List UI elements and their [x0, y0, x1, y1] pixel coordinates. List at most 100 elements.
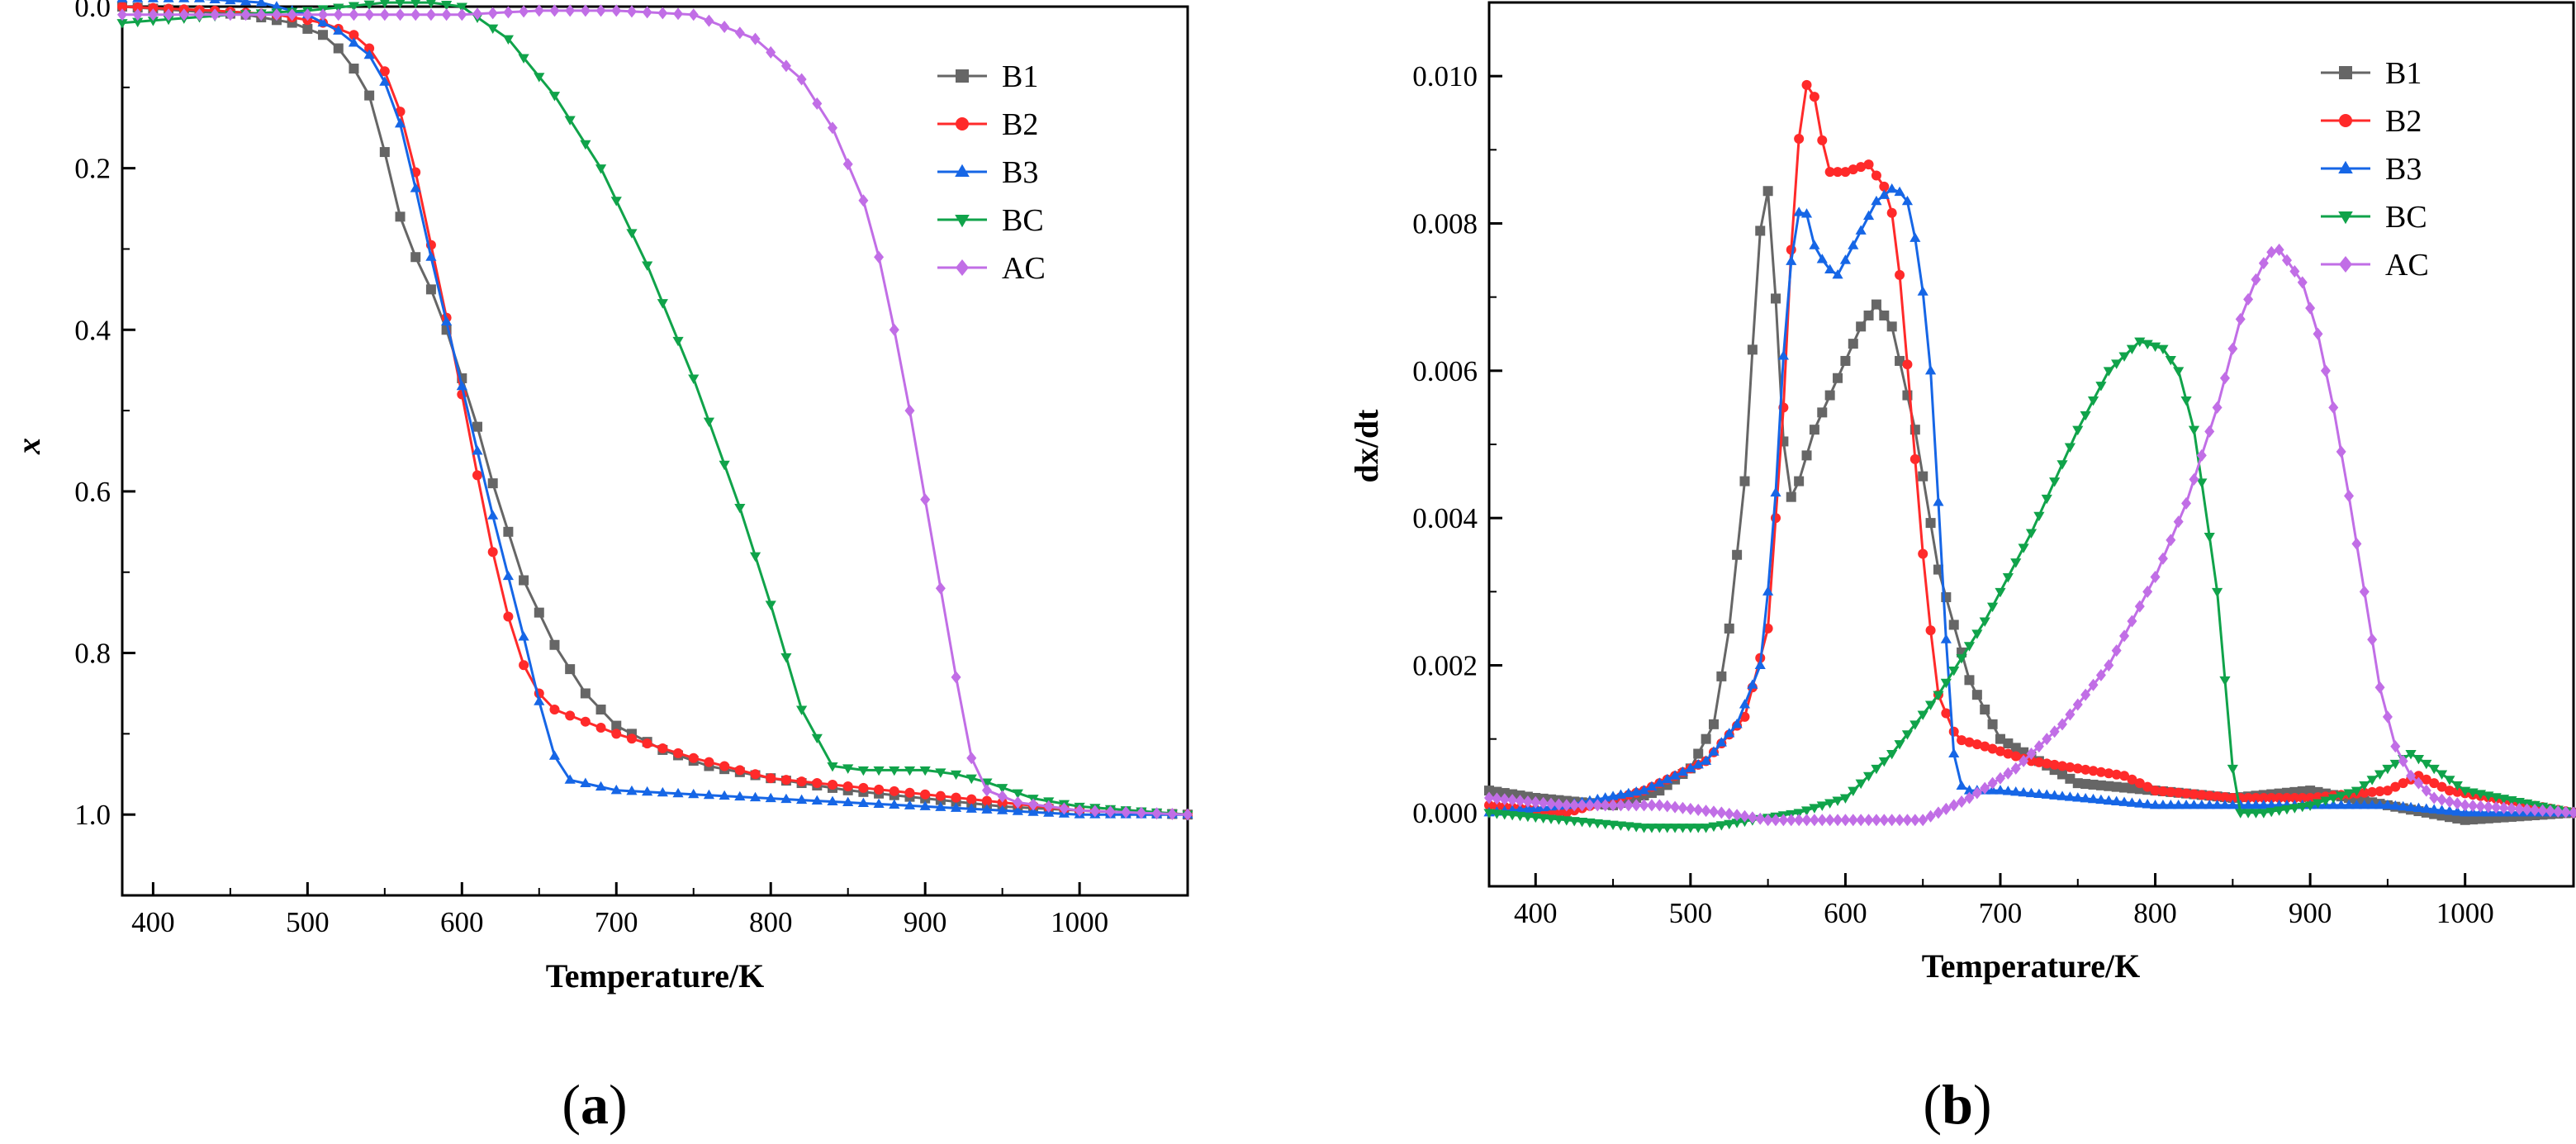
chart-b-series-b1-point: [2475, 814, 2486, 824]
chart-a-series-b3: [116, 0, 1193, 819]
chart-b-series-bc-point: [1886, 750, 1898, 760]
chart-b-series-b3-point: [2080, 792, 2091, 803]
chart-b-series-bc-point: [2366, 776, 2378, 786]
chart-a-series-b3-point: [719, 790, 730, 800]
chart-a-series-b2-point: [935, 790, 946, 801]
chart-a-series-bc-point: [564, 116, 576, 126]
chart-b-series-ac-point: [1809, 814, 1819, 827]
chart-b-series-b3-point: [1855, 225, 1867, 235]
chart-b-legend-entry-bc: BC: [2321, 200, 2427, 235]
chart-a-series-b1-point: [549, 639, 560, 650]
chart-b-series-b2-point: [1824, 167, 1835, 178]
chart-b-series-bc-point: [2474, 790, 2487, 800]
chart-a-series-bc-point: [642, 261, 653, 271]
chart-b-series-ac-point: [2320, 364, 2331, 377]
chart-b-series-b2-point: [2243, 793, 2254, 803]
chart-b-series-ac-point: [1569, 799, 1580, 812]
chart-b-series-b2-point: [2080, 764, 2091, 775]
chart-a-series-b3-point: [610, 784, 622, 795]
chart-a-series-ac-point: [611, 4, 622, 17]
chart-b-series-bc-point: [1862, 771, 1875, 782]
chart-a-series-bc-point: [395, 0, 406, 9]
chart-a-series-ac-point: [148, 8, 159, 21]
chart-b-legend-entry-b1: B1: [2321, 56, 2422, 91]
chart-b-series-ac-point: [1863, 814, 1874, 827]
chart-b-series-bc-point: [1692, 824, 1704, 833]
chart-b-series-b3-point: [1871, 195, 1882, 206]
chart-a-legend-entry-bc: BC: [937, 203, 1044, 238]
chart-a-series-b2-point: [734, 765, 745, 776]
chart-b-series-ac-point: [2367, 633, 2378, 646]
chart-a-series-b3-point: [981, 804, 993, 814]
chart-a-series-bc-point: [965, 774, 977, 785]
chart-b-series-bc-point: [2064, 443, 2076, 453]
chart-a-series-b2-point: [874, 784, 885, 795]
chart-a-series-bc-point: [703, 417, 715, 428]
chart-a-series-b3-point: [317, 17, 329, 27]
chart-b-series-b3-point: [2374, 800, 2386, 809]
chart-a-series-b2-point: [796, 776, 807, 787]
chart-a-series-bc-point: [1012, 789, 1023, 799]
chart-b-series-b1-point: [1739, 476, 1750, 487]
chart-b-series-ac-point: [1840, 814, 1851, 827]
chart-a-series-ac-point: [178, 8, 189, 21]
chart-b-series-ac-point: [2281, 254, 2292, 267]
chart-a-series-bc-point: [935, 768, 946, 778]
chart-b-series-ac-point: [2297, 276, 2308, 289]
chart-a-y-tick-label: 0.6: [74, 476, 111, 508]
chart-a-series-bc-point: [950, 770, 962, 781]
chart-b-series-ac-point: [2274, 243, 2284, 256]
chart-b-x-tick-label: 1000: [2436, 897, 2494, 929]
chart-a-series-bc-point: [780, 653, 792, 663]
chart-b-series-ac-point: [1971, 786, 1982, 800]
chart-b-series-ac-point: [1886, 814, 1897, 827]
chart-a-series-ac-point: [549, 4, 560, 17]
chart-a-series-ac-point: [734, 26, 745, 40]
chart-b-ticks: 400 500 600 700 800 900 1000 0.000 0.002 0.004 0.0…: [1412, 60, 2493, 929]
chart-b-series-bc-point: [1576, 818, 1588, 828]
chart-b-series-b1-point: [1824, 390, 1835, 401]
chart-b-series-b1-point: [2104, 781, 2114, 791]
chart-b-series-ac-point: [2444, 795, 2455, 808]
chart-b-series-b2-point: [2142, 781, 2153, 792]
chart-b-series-ac-point: [1546, 797, 1557, 810]
chart-b-y-axis-title-text: dx/dt: [1348, 409, 1385, 483]
chart-a-series-b3-line: [203, 0, 1188, 816]
chart-b-series-bc-point: [1530, 813, 1541, 824]
chart-b-series-b2-point: [2382, 786, 2393, 796]
chart-a-series-ac-point: [1151, 807, 1162, 820]
chart-b-series-b2-point: [2421, 774, 2431, 785]
chart-a-legend: B1 B2 B3 BC AC: [937, 59, 1046, 286]
chart-b-series-b2-point: [2212, 791, 2223, 802]
chart-b-series-b3-point: [1894, 186, 1905, 197]
chart-a-series-bc-point: [919, 766, 931, 776]
chart-b-series-b1-point: [1732, 549, 1743, 560]
chart-a-series-bc-point: [796, 705, 808, 715]
chart-b-series-ac-point: [1577, 799, 1587, 812]
chart-b-series-bc-point: [1948, 666, 1960, 676]
chart-b-legend-label: B3: [2385, 152, 2422, 187]
chart-b-series-ac-point: [2010, 762, 2021, 775]
chart-b-series-ac-point: [2514, 802, 2525, 815]
chart-a-series-bc-point: [441, 1, 453, 11]
chart-b-series-ac-point: [2560, 805, 2571, 819]
chart-a-series-bc-point: [410, 0, 421, 9]
chart-a-series-ac-point: [194, 8, 205, 21]
chart-b-series-b3-point: [1777, 350, 1789, 360]
chart-b-series-b1-point: [1856, 321, 1867, 332]
chart-b-series-bc-point: [1724, 819, 1735, 830]
chart-b-series-b2-point: [1909, 453, 1920, 464]
chart-a-series-b2-point: [611, 729, 622, 739]
chart-a-series-ac-point: [750, 32, 761, 45]
chart-b-series-b3-point: [2227, 800, 2238, 809]
chart-b-series-ac-point: [1592, 799, 1603, 812]
chart-b-x-tick-label: 400: [1514, 897, 1558, 929]
chart-b-legend: B1 B2 B3 BC AC: [2321, 56, 2429, 282]
chart-a-series-b2-point: [364, 43, 375, 54]
chart-b-series-b2-point: [2367, 786, 2378, 797]
chart-b-series-b1-point: [2080, 779, 2091, 790]
chart-b-series-b1-point: [1654, 786, 1665, 796]
chart-b-legend-label: AC: [2385, 248, 2429, 282]
chart-b-series-bc-point: [2297, 802, 2308, 813]
